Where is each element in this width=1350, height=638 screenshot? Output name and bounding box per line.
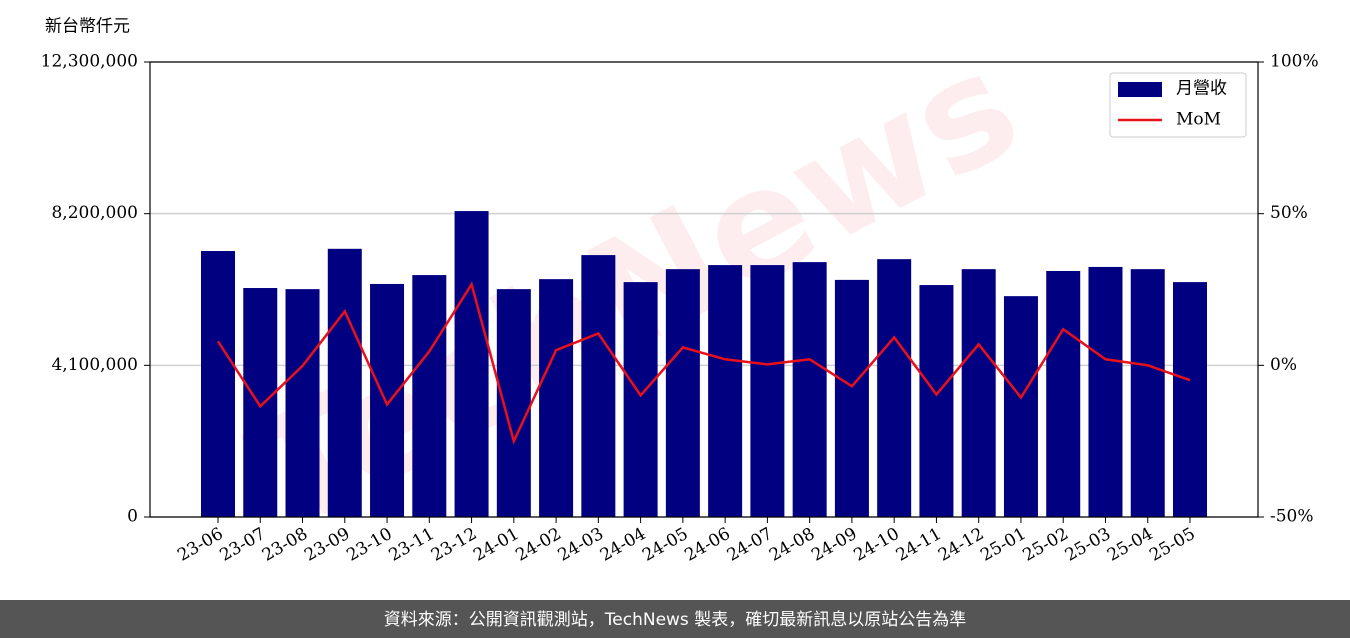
bar: [1003, 296, 1038, 517]
y-tick-label: 4,100,000: [51, 355, 138, 375]
x-tick-label: 24-08: [766, 524, 818, 566]
y-tick-label: 0: [127, 507, 138, 527]
x-tick-label: 23-11: [386, 524, 438, 566]
bar: [243, 288, 278, 517]
bar: [327, 248, 362, 517]
x-tick-label: 23-07: [217, 524, 269, 566]
y-tick-label: 12,300,000: [41, 52, 138, 72]
bar: [581, 255, 616, 517]
bar: [496, 289, 531, 517]
x-tick-label: 23-12: [428, 524, 480, 566]
x-tick-label: 23-06: [174, 524, 226, 566]
bar: [285, 289, 320, 517]
x-tick-label: 25-03: [1062, 524, 1114, 566]
bar: [665, 269, 700, 517]
y2-tick-label: 50%: [1270, 203, 1308, 223]
x-tick-label: 24-11: [893, 524, 945, 566]
x-tick-label: 25-04: [1104, 524, 1156, 566]
x-tick-label: 24-04: [597, 524, 649, 566]
bar: [1088, 266, 1123, 517]
bar: [834, 279, 869, 517]
y2-tick-label: -50%: [1270, 507, 1314, 527]
bar: [623, 282, 658, 517]
x-tick-label: 24-07: [724, 524, 776, 566]
footer: 資料來源：公開資訊觀測站，TechNews 製表，確切最新訊息以原站公告為準: [384, 610, 966, 630]
bar: [454, 211, 489, 517]
bar: [750, 265, 785, 517]
footer-band: [0, 600, 1350, 638]
x-tick-label: 24-10: [850, 524, 902, 566]
bar: [708, 265, 743, 517]
legend-label: MoM: [1176, 110, 1221, 130]
y2-tick-label: 0%: [1270, 355, 1297, 375]
legend-label: 月營收: [1176, 79, 1227, 99]
x-tick-label: 24-01: [470, 524, 522, 566]
bar: [961, 269, 996, 517]
x-tick-label: 24-09: [808, 524, 860, 566]
y-tick-label: 8,200,000: [51, 203, 138, 223]
x-tick-label: 24-02: [512, 524, 564, 566]
y-axis-label: 新台幣仟元: [45, 17, 130, 37]
bar: [1173, 282, 1207, 517]
x-tick-label: 24-03: [555, 524, 607, 566]
bar: [1130, 269, 1165, 517]
bar: [539, 279, 574, 517]
line: [216, 281, 1191, 445]
legend-swatch: [1118, 82, 1162, 97]
x-tick-label: 25-01: [977, 524, 1029, 566]
bar: [370, 283, 405, 517]
bar: [201, 251, 235, 518]
plot-frame: [149, 61, 1259, 518]
x-tick-label: 25-05: [1146, 524, 1198, 566]
bar: [792, 262, 827, 517]
x-tick-label: 23-08: [259, 524, 311, 566]
x-tick-label: 24-06: [681, 524, 733, 566]
x-tick-label: 24-05: [639, 524, 691, 566]
bar: [412, 275, 447, 517]
bar: [919, 285, 954, 517]
x-tick-label: 25-02: [1020, 524, 1072, 566]
bar: [877, 259, 912, 517]
bar: [1046, 271, 1081, 517]
y2-tick-label: 100%: [1270, 52, 1319, 72]
x-tick-label: 24-12: [935, 524, 987, 566]
